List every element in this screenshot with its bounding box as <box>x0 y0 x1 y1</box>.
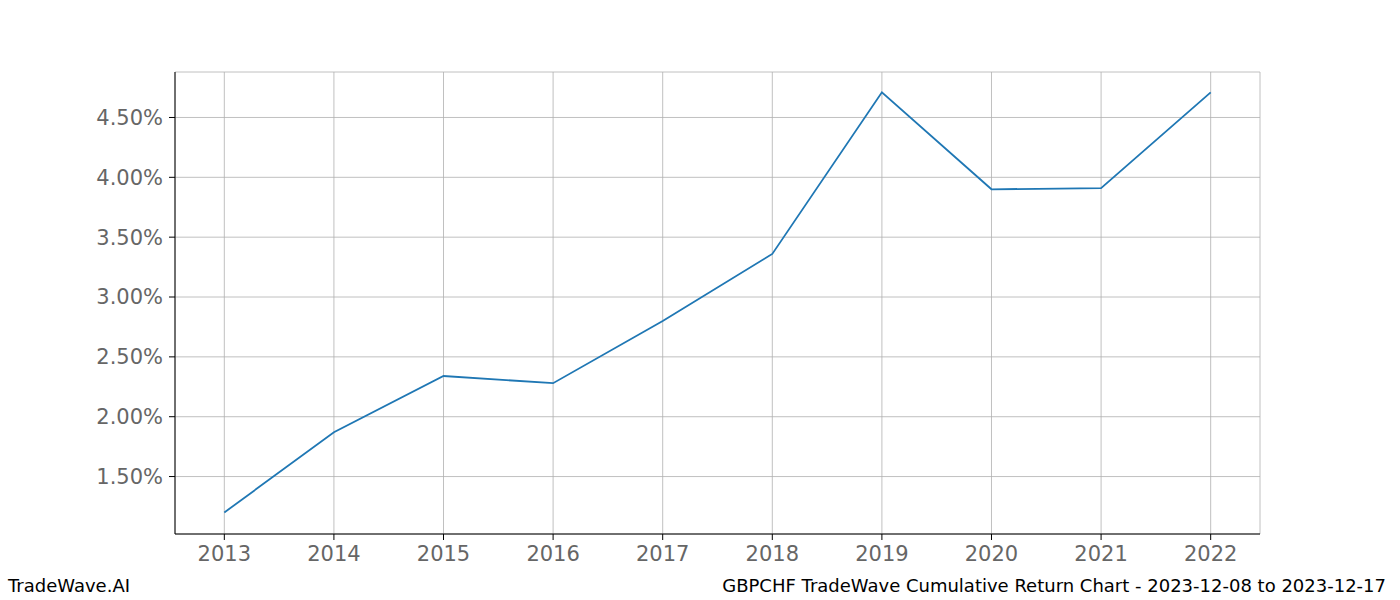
svg-text:2019: 2019 <box>855 542 908 566</box>
svg-text:2016: 2016 <box>526 542 579 566</box>
html-text:GBPCHF TradeWave Cumulative Re: GBPCHF TradeWave Cumulative Return Chart… <box>722 575 1386 596</box>
svg-text:2014: 2014 <box>307 542 360 566</box>
svg-text:3.00%: 3.00% <box>96 285 163 309</box>
svg-text:2.00%: 2.00% <box>96 405 163 429</box>
svg-text:2020: 2020 <box>965 542 1018 566</box>
svg-text:1.50%: 1.50% <box>96 465 163 489</box>
svg-text:3.50%: 3.50% <box>96 226 163 250</box>
svg-text:2013: 2013 <box>198 542 251 566</box>
svg-text:2017: 2017 <box>636 542 689 566</box>
svg-text:2.50%: 2.50% <box>96 345 163 369</box>
svg-text:4.50%: 4.50% <box>96 106 163 130</box>
svg-text:4.00%: 4.00% <box>96 166 163 190</box>
svg-text:2018: 2018 <box>746 542 799 566</box>
svg-text:2015: 2015 <box>417 542 470 566</box>
svg-text:2022: 2022 <box>1184 542 1237 566</box>
html-text:TradeWave.AI: TradeWave.AI <box>8 575 130 596</box>
svg-text:2021: 2021 <box>1074 542 1127 566</box>
